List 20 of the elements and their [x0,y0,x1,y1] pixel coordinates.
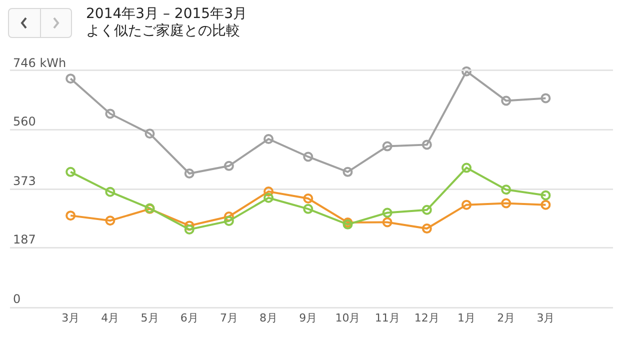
y-tick-label: 373 [13,174,36,188]
chart-title: 2014年3月 – 2015年3月 [86,6,247,23]
x-tick-label: 5月 [140,312,159,325]
y-tick-label: 0 [13,292,21,306]
x-tick-label: 3月 [62,312,80,325]
x-tick-label: 4月 [101,312,120,325]
y-tick-label: 187 [13,232,36,247]
x-tick-label: 12月 [414,312,440,325]
chart-subtitle: よく似たご家庭との比較 [86,23,241,40]
x-tick-label: 2月 [497,312,516,325]
y-tick-label: 746 kWh [13,56,66,70]
x-tick-label: 6月 [180,312,198,325]
x-tick-label: 3月 [536,312,555,325]
x-tick-label: 10月 [335,312,360,325]
x-tick-label: 7月 [220,312,238,325]
x-tick-label: 1月 [458,312,476,325]
x-tick-label: 9月 [299,312,318,325]
y-tick-label: 560 [13,114,36,129]
x-tick-label: 11月 [374,312,400,325]
x-tick-label: 8月 [260,312,278,325]
